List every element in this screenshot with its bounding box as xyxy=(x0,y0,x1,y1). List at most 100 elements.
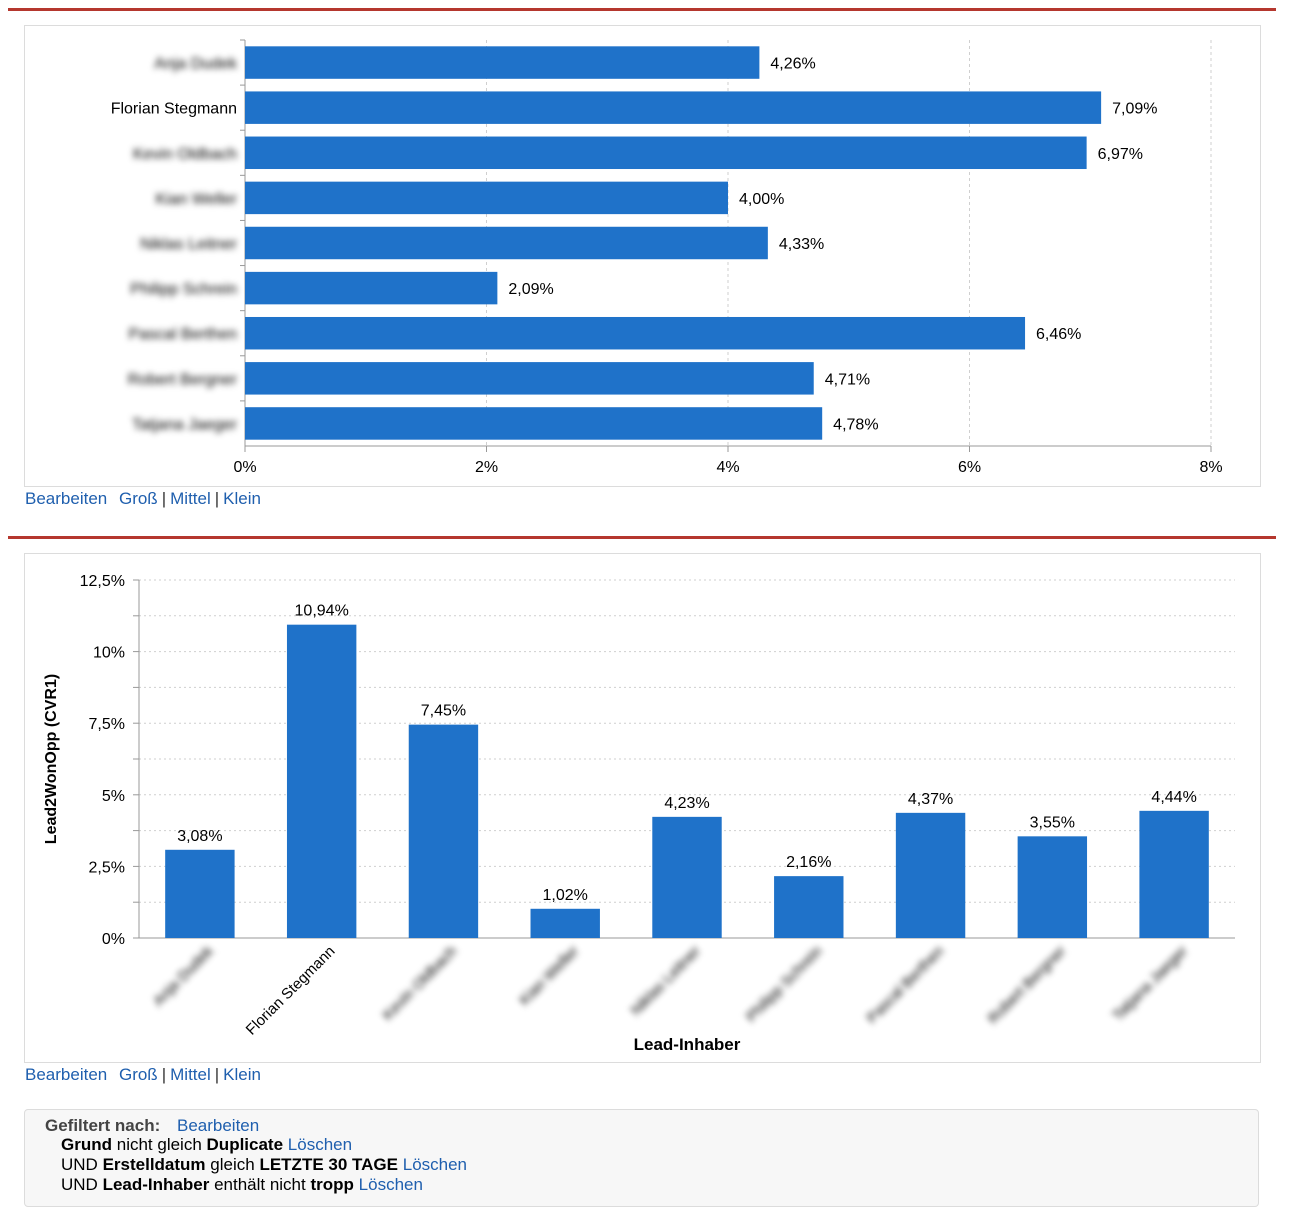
data-label: 7,45% xyxy=(421,703,466,720)
bar xyxy=(245,316,1026,350)
bar xyxy=(652,816,722,938)
category-label: Florian Stegmann xyxy=(111,101,237,118)
data-label: 3,08% xyxy=(177,828,222,845)
y-tick-label: 10% xyxy=(93,645,125,662)
y-tick-label: 0% xyxy=(102,931,125,948)
category-label: Tatjana Jaeger xyxy=(132,416,238,433)
data-label: 10,94% xyxy=(295,603,349,620)
filter-value: Duplicate xyxy=(206,1135,284,1154)
data-label: 2,16% xyxy=(786,854,831,871)
bar xyxy=(1139,810,1209,938)
data-label: 4,26% xyxy=(770,56,815,73)
category-label: Philipp Schrein xyxy=(130,281,237,298)
chart-size-links: Bearbeiten Groß | Mittel | Klein xyxy=(25,1065,261,1085)
category-label: Philipp Schrein xyxy=(743,943,826,1026)
category-label: Kevin Oldbach xyxy=(379,943,460,1024)
filter-operator: nicht gleich xyxy=(116,1135,202,1154)
data-label: 4,00% xyxy=(739,191,784,208)
bar xyxy=(245,407,823,440)
edit-filters-link[interactable]: Bearbeiten xyxy=(176,1116,260,1135)
size-small-link[interactable]: Klein xyxy=(223,1065,261,1084)
separator: | xyxy=(214,489,220,508)
data-label: 4,71% xyxy=(825,371,870,388)
chart-size-links: Bearbeiten Groß | Mittel | Klein xyxy=(25,489,261,509)
x-tick-label: 8% xyxy=(1199,459,1222,476)
bar xyxy=(530,908,600,938)
bar xyxy=(895,812,966,938)
category-label: Niklas Leitner xyxy=(628,943,704,1019)
filter-operator: gleich xyxy=(210,1155,255,1174)
bar xyxy=(286,624,357,938)
category-label: Robert Bergner xyxy=(128,371,238,388)
bar xyxy=(408,724,479,938)
filter-field: Lead-Inhaber xyxy=(102,1175,210,1194)
size-small-link[interactable]: Klein xyxy=(223,489,261,508)
size-large-link[interactable]: Groß xyxy=(118,489,158,508)
filter-label: Gefiltert nach: xyxy=(45,1116,161,1135)
filter-value: LETZTE 30 TAGE xyxy=(259,1155,398,1174)
bar xyxy=(245,271,498,305)
category-label: Kevin Oldbach xyxy=(133,146,237,163)
bar xyxy=(774,876,844,938)
vertical-bar-chart: 0% 2,5% 5% 7,5% 10% 12,5% 3,08% Anja Dudek 10,94… xyxy=(43,573,1235,1054)
bar xyxy=(165,849,235,938)
bar xyxy=(245,226,768,260)
data-label: 1,02% xyxy=(543,887,588,904)
separator: | xyxy=(214,1065,220,1084)
category-label: Pascal Berthen xyxy=(863,943,947,1027)
bar xyxy=(245,136,1087,170)
y-tick-label: 2,5% xyxy=(89,859,125,876)
category-label: Kian Weller xyxy=(516,943,582,1009)
separator: | xyxy=(161,1065,167,1084)
y-tick-label: 5% xyxy=(102,788,125,805)
x-tick-label: 4% xyxy=(716,459,739,476)
y-tick-label: 7,5% xyxy=(89,716,125,733)
data-label: 3,55% xyxy=(1030,814,1075,831)
data-label: 4,44% xyxy=(1151,789,1196,806)
bar xyxy=(1017,836,1088,938)
size-medium-link[interactable]: Mittel xyxy=(170,489,211,508)
vertical-chart-box: 0% 2,5% 5% 7,5% 10% 12,5% 3,08% Anja Dudek 10,94… xyxy=(24,553,1261,1063)
data-label: 4,33% xyxy=(779,236,824,253)
horizontal-chart-box: 0% 2% 4% 6% 8% 4,26% Anja Dudek 7,09% Florian St… xyxy=(24,25,1261,487)
bar xyxy=(245,46,760,79)
size-medium-link[interactable]: Mittel xyxy=(170,1065,211,1084)
category-label: Robert Bergner xyxy=(985,943,1070,1028)
remove-filter-link[interactable]: Löschen xyxy=(287,1135,353,1154)
horizontal-bar-chart: 0% 2% 4% 6% 8% 4,26% Anja Dudek 7,09% Florian St… xyxy=(111,39,1223,476)
bar xyxy=(245,91,1102,124)
separator: | xyxy=(161,489,167,508)
filter-summary-box: Gefiltert nach: Bearbeiten Grund nicht g… xyxy=(24,1109,1259,1207)
category-label: Anja Dudek xyxy=(150,942,217,1009)
category-label: Anja Dudek xyxy=(154,56,238,73)
x-tick-label: 0% xyxy=(233,459,256,476)
bar xyxy=(245,362,814,395)
x-tick-label: 2% xyxy=(475,459,498,476)
remove-filter-link[interactable]: Löschen xyxy=(402,1155,468,1174)
data-label: 4,78% xyxy=(833,416,878,433)
category-label: Tatjana Jaeger xyxy=(1109,943,1191,1025)
filter-row: UND Lead-Inhaber enthält nicht tropp Lös… xyxy=(61,1175,423,1195)
filter-header: Gefiltert nach: Bearbeiten xyxy=(45,1116,259,1136)
data-label: 2,09% xyxy=(508,281,553,298)
edit-chart-link[interactable]: Bearbeiten xyxy=(25,489,108,508)
y-tick-label: 12,5% xyxy=(80,573,125,590)
data-label: 6,46% xyxy=(1036,326,1081,343)
category-label: Niklas Leitner xyxy=(140,236,238,253)
filter-value: tropp xyxy=(310,1175,354,1194)
data-label: 6,97% xyxy=(1098,146,1143,163)
category-label: Pascal Berthen xyxy=(128,326,237,343)
filter-prefix: UND xyxy=(61,1175,98,1194)
filter-row: Grund nicht gleich Duplicate Löschen xyxy=(61,1135,352,1155)
size-large-link[interactable]: Groß xyxy=(118,1065,158,1084)
horizontal-chart-panel: 0% 2% 4% 6% 8% 4,26% Anja Dudek 7,09% Florian St… xyxy=(8,8,1276,533)
filter-row: UND Erstelldatum gleich LETZTE 30 TAGE L… xyxy=(61,1155,467,1175)
remove-filter-link[interactable]: Löschen xyxy=(358,1175,423,1194)
data-label: 4,23% xyxy=(664,795,709,812)
data-label: 4,37% xyxy=(908,791,953,808)
edit-chart-link[interactable]: Bearbeiten xyxy=(25,1065,108,1084)
x-axis-title: Lead-Inhaber xyxy=(634,1035,741,1054)
vertical-chart-panel: 0% 2,5% 5% 7,5% 10% 12,5% 3,08% Anja Dudek 10,94… xyxy=(8,536,1276,1211)
filter-field: Erstelldatum xyxy=(102,1155,206,1174)
y-axis-title: Lead2WonOpp (CVR1) xyxy=(43,674,60,844)
